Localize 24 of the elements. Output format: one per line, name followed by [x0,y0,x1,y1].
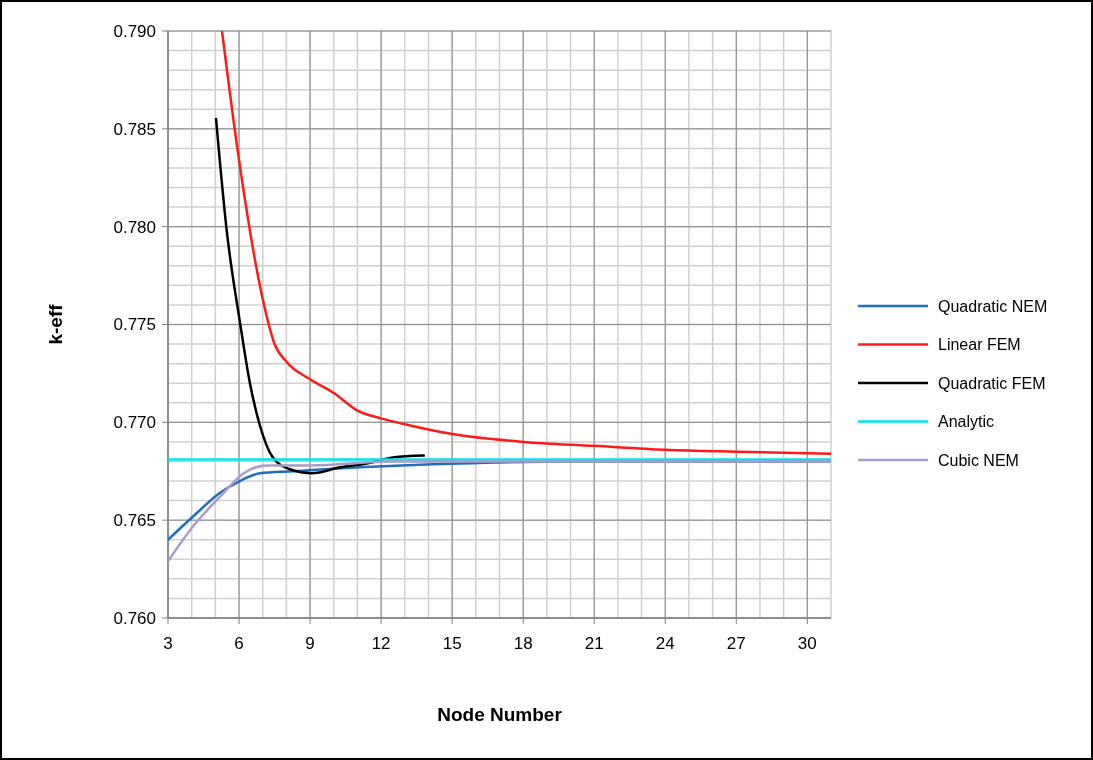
x-tick-label: 6 [234,634,244,653]
x-tick-label: 12 [371,634,391,653]
legend-label: Quadratic FEM [938,374,1046,392]
x-tick-label: 18 [513,634,533,653]
legend-label: Quadratic NEM [938,297,1048,315]
x-tick-label: 15 [442,634,462,653]
y-tick-label: 0.780 [113,217,156,237]
x-tick-label: 3 [163,634,173,653]
y-tick-label: 0.775 [113,315,156,335]
legend-label: Analytic [938,413,995,431]
x-tick-label: 27 [726,634,746,653]
x-tick-label: 9 [305,634,315,653]
y-tick-label: 0.770 [113,413,156,433]
x-tick-label: 30 [797,634,817,653]
y-tick-label: 0.760 [113,608,156,628]
x-axis-title: Node Number [437,704,563,725]
legend-label: Linear FEM [938,336,1021,354]
legend-label: Cubic NEM [938,451,1019,469]
y-tick-label: 0.785 [113,119,156,139]
y-axis-title: k-eff [45,303,66,345]
y-tick-label: 0.765 [113,511,156,531]
x-tick-label: 24 [655,634,675,653]
x-tick-label: 21 [584,634,604,653]
y-tick-label: 0.790 [113,21,156,41]
